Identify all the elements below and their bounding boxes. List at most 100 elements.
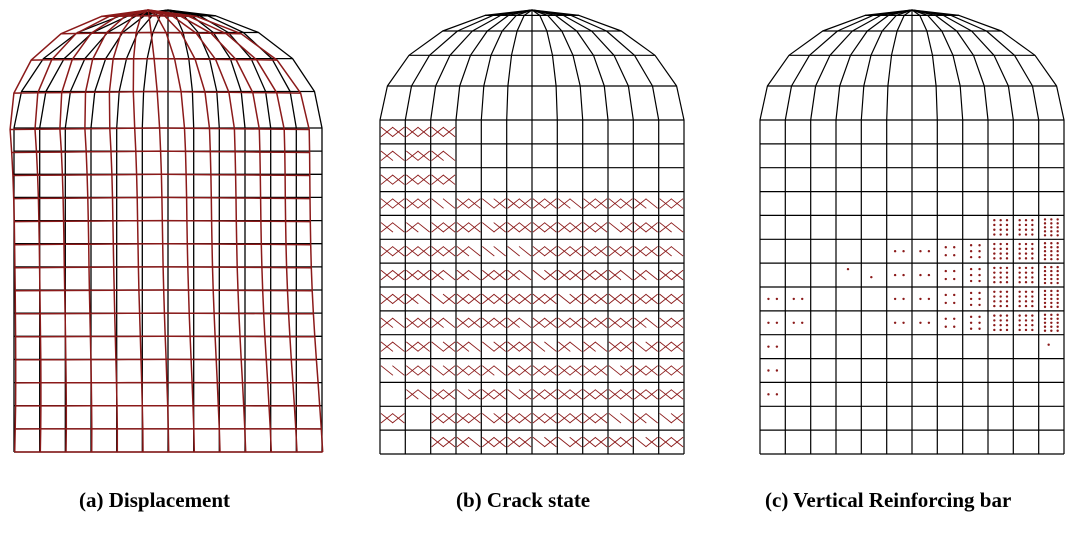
- yield-mark: [953, 317, 956, 321]
- crack-mark: [442, 174, 456, 185]
- crack-mark: [392, 341, 405, 352]
- yield-mark: [1050, 222, 1053, 225]
- yield-mark: [1005, 257, 1009, 260]
- yield-mark: [1024, 252, 1028, 255]
- yield-mark: [919, 273, 922, 277]
- yield-mark: [1024, 247, 1028, 251]
- yield-mark: [767, 297, 770, 301]
- crack-mark: [645, 341, 658, 352]
- yield-mark: [1031, 314, 1034, 317]
- crack-mark: [620, 246, 633, 257]
- yield-mark: [999, 266, 1002, 270]
- crack-mark: [417, 293, 430, 305]
- crack-mark: [406, 293, 419, 305]
- yield-mark: [953, 325, 956, 328]
- yield-mark: [1056, 230, 1059, 233]
- crack-mark: [392, 317, 405, 328]
- crack-mark: [634, 341, 647, 352]
- crack-mark: [659, 413, 672, 424]
- yield-mark: [1050, 325, 1053, 328]
- yield-mark: [767, 369, 770, 372]
- yield-mark: [1056, 242, 1059, 245]
- yield-mark: [1050, 317, 1053, 321]
- crack-mark: [544, 222, 557, 233]
- crack-mark: [507, 317, 520, 328]
- mesh-meridian-line: [911, 9, 938, 454]
- crack-mark: [659, 246, 672, 257]
- crack-mark: [442, 269, 456, 281]
- yield-mark: [1005, 319, 1009, 322]
- yield-mark: [999, 295, 1002, 298]
- mesh-meridian-line: [148, 9, 247, 453]
- crack-mark: [468, 317, 481, 328]
- yield-mark: [1031, 257, 1034, 260]
- yield-mark: [1031, 252, 1034, 255]
- crack-mark: [468, 269, 481, 281]
- yield-mark: [767, 345, 770, 348]
- crack-mark: [558, 222, 571, 233]
- yield-mark: [1050, 230, 1053, 233]
- crack-mark: [431, 317, 444, 328]
- crack-mark: [670, 198, 684, 209]
- crack-mark: [442, 293, 456, 305]
- crack-mark: [620, 317, 633, 328]
- crack-mark: [544, 269, 557, 281]
- crack-mark: [608, 269, 622, 281]
- yield-mark: [1031, 219, 1034, 222]
- crack-mark: [645, 269, 658, 281]
- yield-mark: [953, 301, 956, 305]
- mesh-meridian-line: [911, 9, 1040, 454]
- yield-mark: [993, 233, 996, 236]
- yield-mark: [1005, 252, 1009, 255]
- crack-mark: [558, 389, 571, 400]
- yield-mark: [1056, 321, 1059, 324]
- yield-mark: [775, 321, 779, 324]
- crack-mark: [417, 126, 430, 138]
- crack-mark: [634, 198, 647, 209]
- crack-mark: [670, 436, 684, 448]
- yield-mark: [1050, 289, 1053, 293]
- crack-mark: [645, 222, 658, 233]
- crack-mark: [544, 198, 557, 209]
- crack-mark: [482, 413, 495, 424]
- crack-mark: [380, 150, 394, 161]
- crack-mark: [417, 198, 430, 209]
- crack-mark: [482, 436, 495, 448]
- crack-mark: [442, 341, 456, 352]
- crack-mark: [583, 317, 596, 328]
- yield-mark: [944, 246, 947, 249]
- crack-mark: [456, 246, 470, 257]
- yield-mark: [1056, 317, 1059, 321]
- yield-mark: [1031, 233, 1034, 236]
- crack-mark: [431, 436, 444, 448]
- crack-mark: [392, 150, 405, 161]
- crack-mark: [406, 246, 419, 257]
- crack-mark: [659, 365, 672, 376]
- crack-mark: [392, 222, 405, 233]
- crack-mark: [406, 174, 419, 185]
- crack-mark: [417, 317, 430, 328]
- mesh-meridian-line: [911, 9, 989, 454]
- yield-mark: [1031, 281, 1034, 284]
- crack-mark: [645, 317, 658, 328]
- crack-mark: [442, 126, 456, 138]
- crack-mark: [417, 341, 430, 352]
- yield-mark: [1005, 323, 1009, 327]
- yield-mark: [1043, 321, 1047, 324]
- crack-mark: [442, 436, 456, 448]
- crack-mark: [431, 150, 444, 161]
- yield-mark: [999, 271, 1002, 274]
- crack-mark: [482, 269, 495, 281]
- crack-mark: [406, 222, 419, 233]
- yield-mark: [1018, 257, 1021, 260]
- crack-mark: [583, 222, 596, 233]
- yield-mark: [993, 276, 996, 279]
- yield-mark: [1005, 233, 1009, 236]
- yield-mark: [969, 273, 973, 277]
- crack-mark: [532, 269, 546, 281]
- yield-mark: [999, 314, 1002, 317]
- crack-mark: [558, 198, 571, 209]
- crack-mark: [468, 436, 481, 448]
- crack-mark: [493, 293, 506, 305]
- crack-mark: [493, 389, 506, 400]
